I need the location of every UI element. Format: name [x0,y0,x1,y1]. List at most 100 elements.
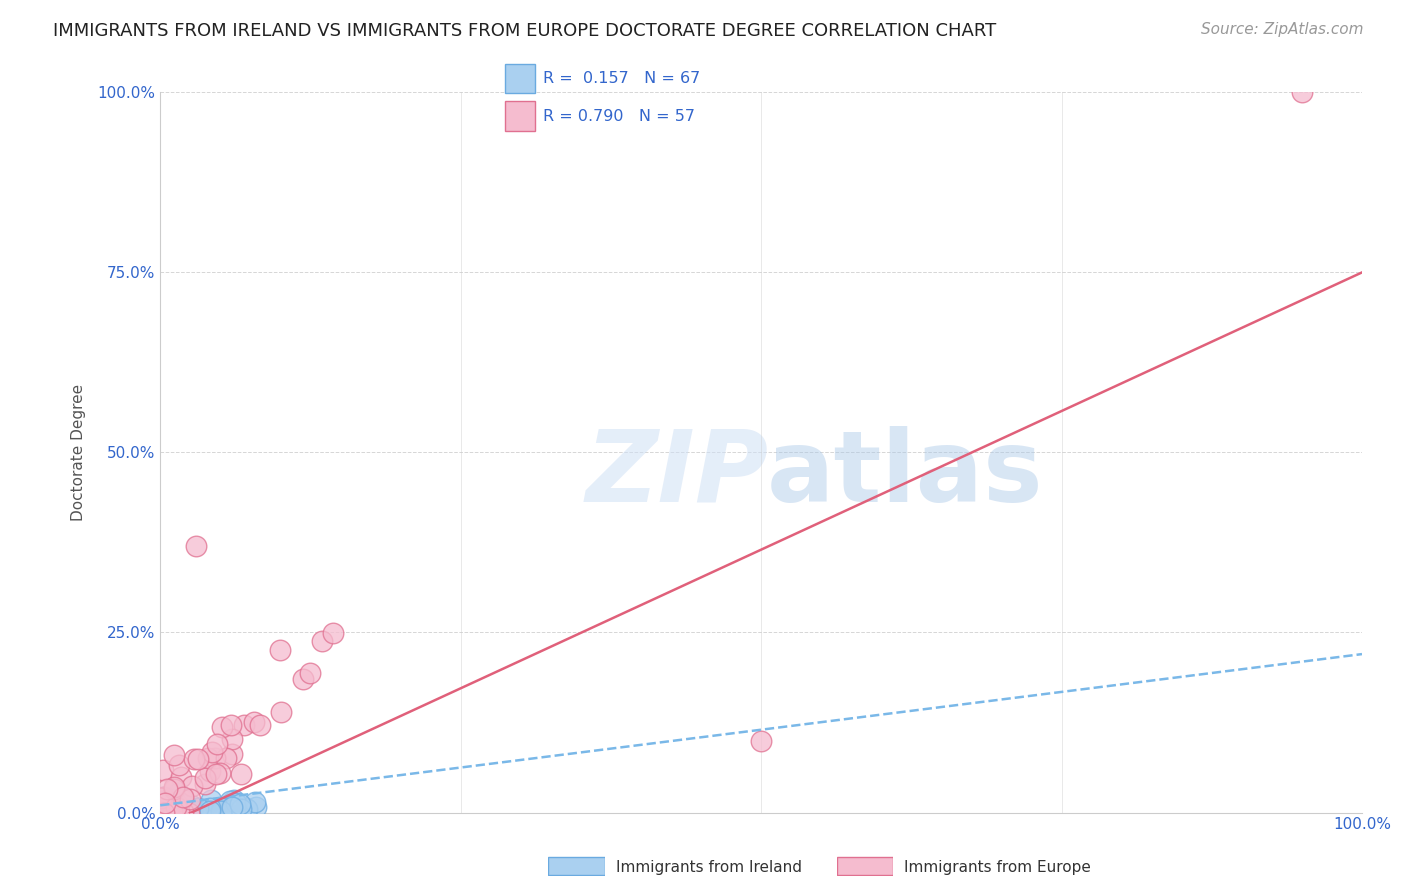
Point [179,792,201,806]
Point [150,795,173,809]
Point [194,803,217,817]
Point [229,802,252,816]
Text: Immigrants from Ireland: Immigrants from Ireland [616,860,801,874]
Point [170,791,193,805]
Point [172,805,194,819]
Point [153,803,176,817]
Point [167,804,190,818]
Point [749,733,772,747]
Point [211,720,233,734]
Point [174,803,197,817]
Point [218,794,240,808]
Point [163,793,186,807]
Point [160,805,183,820]
Point [160,800,183,814]
Point [172,805,194,820]
Text: Source: ZipAtlas.com: Source: ZipAtlas.com [1201,22,1364,37]
Point [163,747,186,762]
Point [198,764,221,778]
Point [183,803,205,817]
Point [150,795,173,809]
Point [243,795,266,809]
Point [153,790,176,805]
Point [270,705,292,719]
Point [180,779,202,793]
Point [156,781,179,796]
Text: R =  0.157   N = 67: R = 0.157 N = 67 [543,71,700,86]
Point [200,745,222,759]
Point [232,718,254,732]
Bar [505,102,534,131]
Point [150,799,173,814]
Point [215,750,238,764]
Text: Immigrants from Europe: Immigrants from Europe [904,860,1091,874]
Point [225,797,247,811]
Point [197,750,219,764]
Point [177,802,200,816]
Point [166,792,188,806]
Point [269,643,291,657]
Point [166,799,188,814]
Point [209,805,232,820]
Point [183,752,205,766]
Point [162,800,184,814]
Point [163,782,186,797]
Point [172,789,194,804]
Point [170,805,193,819]
Point [322,626,344,640]
Point [242,714,264,729]
Point [236,802,259,816]
Point [162,802,184,816]
Point [150,805,173,820]
Point [149,793,172,807]
Point [150,790,173,805]
Point [221,803,243,817]
Y-axis label: Doctorate Degree: Doctorate Degree [72,384,86,521]
Point [160,800,183,814]
Point [172,798,194,813]
Point [180,803,202,817]
Point [194,777,217,791]
Point [200,793,222,807]
Point [166,786,188,800]
Point [156,790,179,805]
Point [222,792,245,806]
Point [165,802,187,816]
Point [166,805,188,819]
Point [155,796,177,810]
Point [179,805,201,820]
Point [156,792,179,806]
Point [155,804,177,818]
Point [224,800,246,814]
Point [229,797,252,812]
Point [150,805,173,820]
Text: R = 0.790   N = 57: R = 0.790 N = 57 [543,109,696,124]
Point [159,800,181,814]
Point [205,767,228,781]
Point [153,798,176,813]
Point [160,802,183,816]
Point [204,751,226,765]
Point [167,758,190,772]
Text: atlas: atlas [768,425,1043,523]
Point [194,771,217,785]
Point [187,752,209,766]
Point [149,805,172,819]
Point [249,718,271,732]
Point [165,800,187,814]
Point [245,799,267,814]
Point [186,539,208,553]
Text: ZIP: ZIP [585,425,769,523]
Point [221,797,243,811]
Point [209,805,232,819]
Point [1291,86,1313,100]
Point [152,790,174,805]
Point [193,805,215,819]
Point [152,763,174,777]
Point [298,665,321,680]
Point [214,803,236,817]
Point [176,799,198,814]
Point [200,804,222,818]
Point [160,804,183,818]
Text: IMMIGRANTS FROM IRELAND VS IMMIGRANTS FROM EUROPE DOCTORATE DEGREE CORRELATION C: IMMIGRANTS FROM IRELAND VS IMMIGRANTS FR… [53,22,997,40]
